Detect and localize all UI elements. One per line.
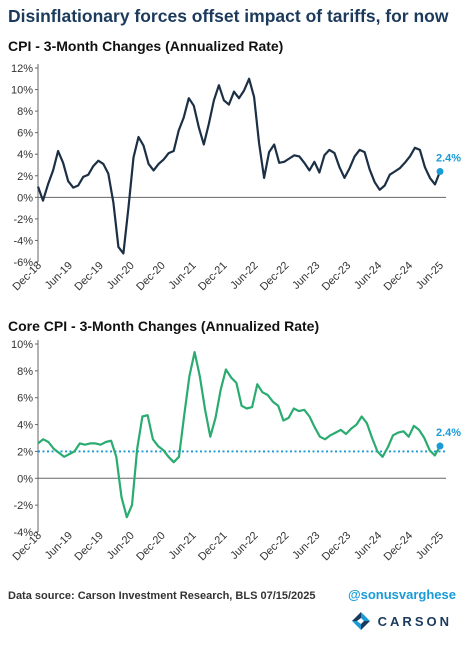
core-cpi-x-tick-label: Jun-24 xyxy=(352,530,384,562)
core-cpi-x-tick-label: Dec-20 xyxy=(134,530,168,564)
core-cpi-y-tick-label: 10% xyxy=(11,339,33,351)
cpi-y-tick-label: -4% xyxy=(13,235,33,247)
core-cpi-line-chart: 10%8%6%4%2%0%-2%-4%Dec-18Jun-19Dec-19Jun… xyxy=(11,339,462,564)
cpi-end-point-marker xyxy=(436,167,444,175)
author-handle-link[interactable]: @sonusvarghese xyxy=(347,587,456,602)
core-cpi-y-tick-label: -4% xyxy=(13,527,33,539)
cpi-x-tick-label: Dec-21 xyxy=(196,260,230,294)
core-cpi-y-tick-label: 0% xyxy=(17,473,33,485)
cpi-x-tick-label: Jun-20 xyxy=(105,260,137,292)
cpi-x-tick-label: Dec-22 xyxy=(258,260,292,294)
cpi-y-tick-label: 8% xyxy=(17,106,33,118)
carson-logo: CARSON xyxy=(351,612,452,630)
cpi-y-tick-label: 0% xyxy=(17,192,33,204)
cpi-y-tick-label: -2% xyxy=(13,214,33,226)
core-cpi-y-tick-label: 4% xyxy=(17,420,33,432)
core-cpi-y-tick-label: 2% xyxy=(17,446,33,458)
core-cpi-x-tick-label: Jun-23 xyxy=(290,530,322,562)
cpi-y-tick-label: 10% xyxy=(11,85,33,97)
core-cpi-y-tick-label: 6% xyxy=(17,393,33,405)
cpi-x-tick-label: Jun-24 xyxy=(352,260,384,292)
cpi-x-tick-label: Jun-21 xyxy=(166,260,198,292)
carson-logo-icon xyxy=(351,612,370,630)
carson-logo-text: CARSON xyxy=(377,613,452,629)
page-title: Disinflationary forces offset impact of … xyxy=(8,6,449,26)
core-cpi-x-tick-label: Dec-23 xyxy=(320,530,354,564)
core-cpi-y-tick-label: -2% xyxy=(13,500,33,512)
core-cpi-x-tick-label: Dec-22 xyxy=(258,530,292,564)
cpi-x-tick-label: Dec-20 xyxy=(134,260,168,294)
core-cpi-x-tick-label: Jun-25 xyxy=(414,530,446,562)
cpi-x-tick-label: Jun-22 xyxy=(228,260,260,292)
cpi-x-tick-label: Jun-19 xyxy=(43,260,75,292)
core-cpi-x-tick-label: Dec-24 xyxy=(382,530,416,564)
cpi-end-value-label: 2.4% xyxy=(436,152,461,164)
cpi-series-line xyxy=(36,77,442,255)
cpi-x-tick-label: Dec-24 xyxy=(382,260,416,294)
core-cpi-x-tick-label: Jun-22 xyxy=(228,530,260,562)
cpi-y-tick-label: 2% xyxy=(17,171,33,183)
core-cpi-y-tick-label: 8% xyxy=(17,366,33,378)
cpi-x-tick-label: Dec-19 xyxy=(72,260,106,294)
core-cpi-series-line xyxy=(37,351,441,519)
cpi-y-tick-label: 12% xyxy=(11,63,33,75)
cpi-x-tick-label: Dec-23 xyxy=(320,260,354,294)
cpi-y-tick-label: -6% xyxy=(13,257,33,269)
cpi-chart-title: CPI - 3-Month Changes (Annualized Rate) xyxy=(8,38,284,54)
cpi-x-tick-label: Jun-25 xyxy=(414,260,446,292)
cpi-y-tick-label: 4% xyxy=(17,149,33,161)
core-cpi-end-value-label: 2.4% xyxy=(436,427,461,439)
core-cpi-x-tick-label: Dec-19 xyxy=(72,530,106,564)
core-cpi-x-tick-label: Jun-21 xyxy=(166,530,198,562)
core-cpi-end-point-marker xyxy=(436,442,444,450)
core-cpi-x-tick-label: Dec-21 xyxy=(196,530,230,564)
cpi-line-chart: 12%10%8%6%4%2%0%-2%-4%-6%Dec-18Jun-19Dec… xyxy=(11,63,462,294)
data-source-note: Data source: Carson Investment Research,… xyxy=(8,590,316,602)
cpi-y-tick-label: 6% xyxy=(17,128,33,140)
core-cpi-x-tick-label: Jun-20 xyxy=(105,530,137,562)
core-cpi-x-tick-label: Jun-19 xyxy=(43,530,75,562)
core-cpi-chart-title: Core CPI - 3-Month Changes (Annualized R… xyxy=(8,318,320,334)
cpi-x-tick-label: Jun-23 xyxy=(290,260,322,292)
